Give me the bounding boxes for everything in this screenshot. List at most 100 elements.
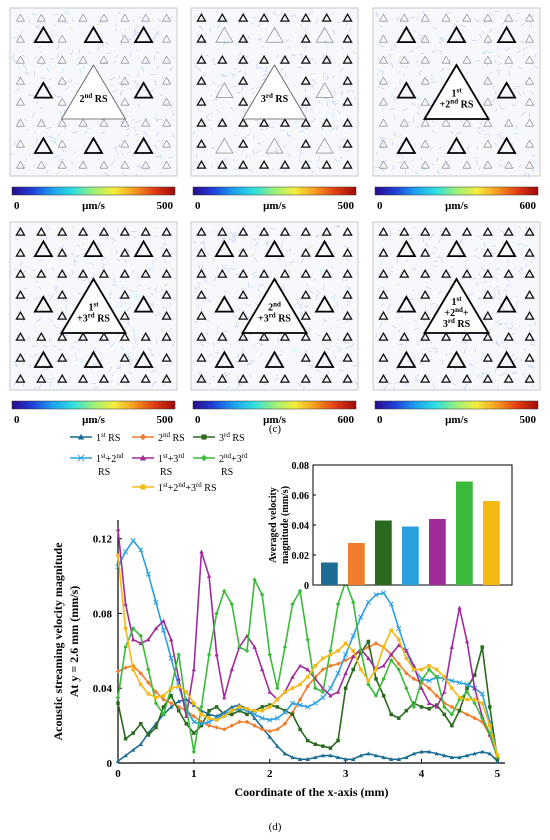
data-point	[298, 728, 302, 732]
data-point	[199, 550, 203, 554]
data-point	[147, 733, 151, 737]
data-point	[367, 679, 371, 683]
panel-c-label: (c)	[269, 423, 282, 435]
colorbar-max: 500	[520, 414, 537, 426]
data-point	[185, 690, 189, 694]
inset-bar	[375, 521, 392, 586]
data-point	[192, 750, 196, 754]
y-tick-label: 0.04	[93, 683, 113, 695]
data-point	[382, 694, 386, 698]
data-point	[458, 709, 462, 713]
x-axis-label: Coordinate of the x-axis (mm)	[235, 785, 389, 799]
data-point	[207, 574, 211, 578]
data-point	[215, 705, 219, 709]
data-point	[222, 715, 226, 719]
data-point	[450, 645, 454, 649]
data-point	[116, 701, 120, 705]
x-tick-label: 3	[343, 768, 349, 780]
colorbar-min: 0	[377, 414, 383, 426]
colorbar-min: 0	[377, 200, 383, 212]
central-label: 2nd RS	[79, 92, 108, 105]
inset-y-tick-label: 0	[304, 581, 309, 592]
data-point	[496, 754, 500, 758]
legend-label: 3rd RS	[219, 431, 245, 444]
data-point	[207, 716, 211, 720]
data-point	[427, 707, 431, 711]
data-point	[283, 690, 287, 694]
legend-item: 1st RS	[70, 431, 120, 444]
data-point	[404, 686, 408, 690]
data-point	[367, 640, 371, 644]
data-point	[450, 724, 454, 728]
panel-d-label: (d)	[269, 821, 282, 833]
data-point	[214, 652, 218, 656]
colorbar-unit: μm/s	[263, 200, 286, 212]
data-point	[154, 696, 158, 700]
x-tick-label: 1	[191, 768, 197, 780]
data-point	[314, 743, 318, 747]
colorbar	[12, 401, 175, 409]
legend-label: 2nd RS	[158, 431, 185, 444]
inset-y-tick-label: 0.02	[292, 551, 310, 562]
data-point	[336, 649, 340, 653]
x-tick-label: 0	[115, 768, 121, 780]
inset-y-label-line1: Averaged velocity	[268, 487, 279, 563]
data-point	[314, 664, 318, 668]
inset-bar	[456, 482, 473, 586]
data-point	[146, 667, 150, 671]
data-point	[321, 695, 325, 699]
data-point	[177, 685, 181, 689]
data-point	[253, 709, 257, 713]
data-point	[359, 668, 363, 672]
inset-bar	[321, 563, 338, 586]
data-point	[268, 652, 272, 656]
data-point	[336, 739, 340, 743]
inset-y-label-line2: magnitude (mm/s)	[280, 486, 291, 564]
data-point	[473, 698, 477, 702]
data-point	[488, 724, 492, 728]
data-point	[412, 668, 416, 672]
data-point	[336, 690, 340, 694]
data-point	[214, 611, 218, 615]
data-point	[443, 713, 447, 717]
colorbar	[375, 187, 538, 195]
data-point	[139, 683, 143, 687]
data-point	[131, 538, 135, 542]
data-point	[443, 675, 447, 679]
data-point	[201, 455, 207, 461]
data-point	[140, 434, 146, 440]
data-point	[230, 667, 234, 671]
inset-y-tick-label: 0.06	[292, 491, 310, 502]
data-point	[351, 649, 355, 653]
data-point	[306, 675, 310, 679]
data-point	[321, 744, 325, 748]
legend-item: 1st+2nd+3rd RS	[132, 481, 217, 494]
data-point	[123, 602, 127, 606]
data-point	[201, 434, 206, 439]
x-tick-label: 2	[267, 768, 273, 780]
data-point	[442, 690, 446, 694]
data-point	[116, 554, 120, 558]
inset-bar	[429, 519, 446, 585]
data-point	[465, 639, 469, 643]
data-point	[207, 709, 211, 713]
data-point	[306, 637, 310, 641]
data-point	[382, 645, 386, 649]
data-point	[154, 726, 158, 730]
colorbar	[375, 401, 538, 409]
data-point	[397, 638, 401, 642]
data-point	[480, 645, 484, 649]
data-point	[298, 664, 302, 668]
data-point	[329, 746, 333, 750]
data-point	[291, 686, 295, 690]
inset-y-tick-label: 0.08	[292, 461, 310, 472]
data-point	[177, 709, 181, 713]
y-axis-label-line1: Acoustic streaming velocity magnitude	[51, 542, 65, 741]
inset-bar	[483, 501, 500, 585]
data-point	[214, 725, 218, 729]
data-point	[283, 645, 287, 649]
